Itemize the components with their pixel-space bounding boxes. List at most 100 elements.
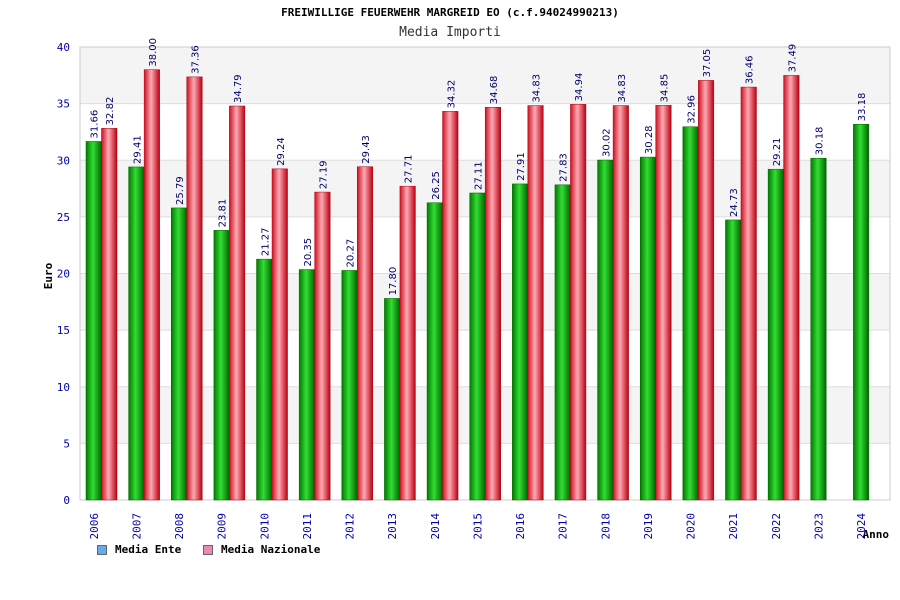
bar <box>85 141 102 501</box>
data-label: 17.80 <box>388 267 399 296</box>
bar <box>612 105 629 501</box>
bar <box>554 184 571 501</box>
legend-item-nazionale: Media Nazionale <box>203 543 320 556</box>
bar <box>399 185 416 501</box>
data-label: 21.27 <box>260 227 271 256</box>
x-tick-label: 2021 <box>727 513 740 540</box>
data-label: 25.79 <box>175 176 186 205</box>
bar <box>725 219 742 501</box>
data-label: 29.24 <box>276 137 287 166</box>
legend-swatch-ente <box>97 544 107 555</box>
bar <box>639 156 656 501</box>
bar <box>740 86 757 501</box>
x-tick-label: 2023 <box>812 513 825 540</box>
bar <box>597 159 614 501</box>
data-label: 20.35 <box>303 238 314 267</box>
bar <box>783 75 800 501</box>
bar <box>298 269 315 501</box>
x-tick-label: 2019 <box>642 513 655 540</box>
x-tick-label: 2013 <box>386 513 399 540</box>
bar <box>682 126 699 501</box>
bar <box>143 69 160 501</box>
bar <box>469 192 486 501</box>
data-label: 27.19 <box>318 160 329 189</box>
x-tick-label: 2006 <box>88 513 101 540</box>
data-label: 29.41 <box>132 135 143 164</box>
x-tick-label: 2008 <box>173 513 186 540</box>
bar <box>655 105 672 501</box>
bar <box>229 105 246 501</box>
data-label: 37.36 <box>191 45 202 74</box>
bar <box>527 105 544 501</box>
bars: 31.66 32.82 29.41 38.00 25.79 37.36 23.81 34.79… <box>85 38 870 501</box>
x-tick-label: 2020 <box>685 513 698 540</box>
bar <box>213 230 230 501</box>
data-label: 34.85 <box>659 74 670 103</box>
bar <box>426 202 443 501</box>
data-label: 34.94 <box>574 73 585 102</box>
chart-subtitle: Media Importi <box>399 25 501 40</box>
bar <box>186 76 203 501</box>
data-label: 20.27 <box>346 239 357 268</box>
x-tick-label: 2012 <box>344 513 357 540</box>
x-tick-label: 2015 <box>471 513 484 540</box>
data-label: 34.79 <box>233 74 244 103</box>
bar <box>314 191 331 501</box>
chart-title: FREIWILLIGE FEUERWEHR MARGREID EO (c.f.9… <box>281 6 619 19</box>
x-tick-label: 2016 <box>514 513 527 540</box>
y-tick-label: 10 <box>57 381 70 394</box>
data-label: 27.83 <box>559 153 570 182</box>
y-axis: 0 5 10 15 20 25 30 35 40 <box>57 41 70 507</box>
y-tick-label: 35 <box>57 98 70 111</box>
data-label: 27.11 <box>473 161 484 190</box>
x-tick-label: 2018 <box>599 513 612 540</box>
bar <box>128 166 145 501</box>
x-tick-label: 2010 <box>258 513 271 540</box>
bar <box>767 168 784 501</box>
legend-label-ente: Media Ente <box>115 543 182 556</box>
data-label: 38.00 <box>148 38 159 67</box>
x-axis-label: Anno <box>863 528 890 541</box>
data-label: 30.28 <box>644 125 655 154</box>
y-tick-label: 20 <box>57 268 70 281</box>
legend-item-ente: Media Ente <box>97 543 181 556</box>
x-tick-label: 2007 <box>130 513 143 540</box>
data-label: 32.96 <box>687 95 698 124</box>
data-label: 27.71 <box>404 155 415 184</box>
data-label: 26.25 <box>431 171 442 200</box>
bar <box>810 157 827 501</box>
data-label: 30.18 <box>814 127 825 156</box>
bar <box>271 168 288 501</box>
y-tick-label: 25 <box>57 211 70 224</box>
data-label: 33.18 <box>857 93 868 122</box>
bar <box>384 298 401 501</box>
data-label: 31.66 <box>90 110 101 139</box>
y-tick-label: 15 <box>57 324 70 337</box>
data-label: 23.81 <box>218 199 229 228</box>
legend-label-nazionale: Media Nazionale <box>221 543 321 556</box>
x-axis: 2006 2007 2008 2009 2010 2011 2012 2013 2014 2015… <box>88 513 868 540</box>
data-label: 34.83 <box>532 74 543 103</box>
data-label: 34.68 <box>489 76 500 105</box>
y-tick-label: 30 <box>57 154 70 167</box>
data-label: 37.49 <box>787 44 798 73</box>
data-label: 34.32 <box>446 80 457 109</box>
bar <box>171 207 188 501</box>
x-tick-label: 2011 <box>301 513 314 540</box>
y-axis-label: Euro <box>42 262 55 289</box>
data-label: 34.83 <box>617 74 628 103</box>
bar <box>442 111 459 501</box>
x-tick-label: 2024 <box>855 513 868 540</box>
legend-swatch-nazionale <box>203 544 213 555</box>
data-label: 37.05 <box>702 49 713 78</box>
x-tick-label: 2014 <box>429 513 442 540</box>
data-label: 36.46 <box>745 55 756 84</box>
x-tick-label: 2022 <box>770 513 783 540</box>
bar <box>570 104 587 501</box>
data-label: 29.43 <box>361 135 372 164</box>
bar <box>101 128 118 501</box>
bar <box>853 123 870 501</box>
bar <box>698 80 715 501</box>
data-label: 24.73 <box>729 188 740 217</box>
